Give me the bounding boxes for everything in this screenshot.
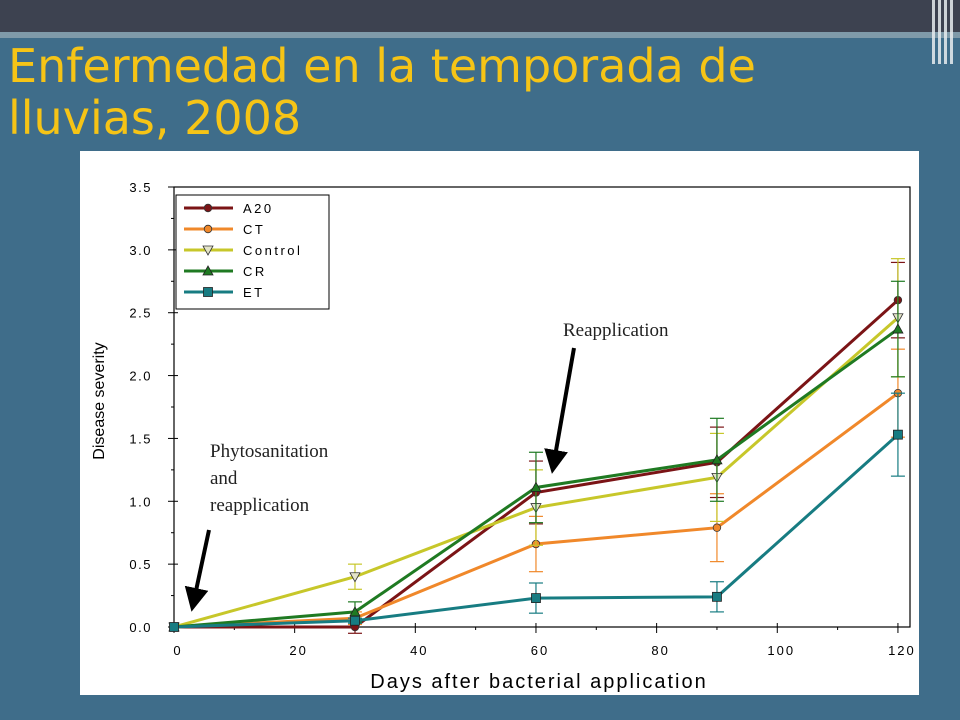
legend-marker-ct — [203, 224, 213, 234]
y-tick-label: 1.5 — [129, 431, 152, 446]
data-point-et — [893, 429, 903, 440]
x-axis-label: Days after bacterial application — [370, 671, 707, 693]
legend-marker-et — [203, 287, 213, 297]
annotation-reapplication: Reapplication — [563, 320, 669, 341]
annotation-phytosanitation: Phytosanitation and reapplication — [210, 441, 329, 516]
data-point-et — [350, 615, 360, 626]
y-tick-label: 2.5 — [129, 306, 152, 321]
x-tick-label: 100 — [767, 643, 795, 658]
line-chart: Disease severity Days after bacterial ap… — [91, 180, 916, 693]
legend-label-a20: A20 — [243, 201, 274, 216]
x-tick-label: 0 — [173, 643, 182, 658]
y-tick-label: 3.0 — [129, 243, 152, 258]
data-point-cr — [530, 481, 542, 492]
slide-title: Enfermedad en la temporada de lluvias, 2… — [8, 39, 756, 145]
y-tick-label: 3.5 — [129, 180, 152, 195]
data-point-control — [349, 572, 361, 583]
series-et — [169, 392, 905, 632]
y-axis-label: Disease severity — [91, 342, 108, 459]
y-tick-label: 0.5 — [129, 557, 152, 572]
x-tick-label: 120 — [888, 643, 916, 658]
x-tick-label: 20 — [289, 643, 307, 658]
legend-marker-a20 — [203, 203, 213, 213]
data-point-cr — [711, 453, 723, 465]
slide-accent-strip — [0, 32, 960, 38]
corner-decoration — [928, 0, 960, 64]
data-point-et — [169, 622, 179, 632]
legend-label-control: Control — [243, 243, 302, 258]
x-tick-label: 80 — [651, 643, 669, 658]
data-point-cr — [892, 323, 904, 334]
legend-label-cr: CR — [243, 264, 267, 279]
data-point-et — [712, 591, 722, 602]
legend-label-et: ET — [243, 285, 265, 300]
x-tick-label: 40 — [410, 643, 428, 658]
data-point-ct — [712, 523, 722, 532]
legend-marker-cr — [202, 265, 214, 276]
legend-label-ct: CT — [243, 222, 265, 237]
y-tick-label: 0.0 — [129, 620, 152, 635]
data-point-et — [531, 593, 541, 603]
chart-figure: Disease severity Days after bacterial ap… — [80, 151, 919, 695]
x-tick-label: 60 — [531, 643, 549, 658]
legend: A20 CT Control CR ET — [175, 194, 330, 310]
legend-marker-control — [202, 245, 214, 256]
y-tick-label: 1.0 — [129, 494, 152, 509]
legend-box — [175, 194, 330, 310]
y-tick-label: 2.0 — [129, 369, 152, 384]
slide-top-bar — [0, 0, 960, 32]
